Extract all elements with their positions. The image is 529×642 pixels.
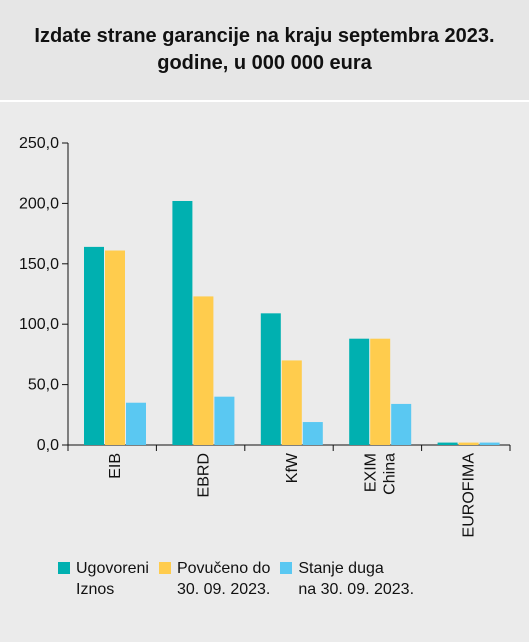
title-divider (0, 100, 529, 102)
x-tick-label-group: KfW (284, 452, 301, 483)
bar-stanje (214, 396, 235, 445)
bar-ugovoreni (349, 338, 370, 445)
y-tick-label: 50,0 (28, 377, 59, 394)
legend-label: Stanje duga na 30. 09. 2023. (298, 560, 415, 598)
y-tick-label: 250,0 (19, 135, 59, 152)
title-band: Izdate strane garancije na kraju septemb… (0, 0, 529, 100)
legend-swatch (158, 562, 171, 574)
x-tick-label: EIB (107, 453, 124, 479)
bar-povuceno (370, 338, 391, 445)
legend-swatch (280, 562, 293, 574)
y-tick-label: 0,0 (37, 437, 59, 454)
x-tick-label: EUROFIMA (461, 453, 478, 538)
legend-item: Stanje duga na 30. 09. 2023. (280, 558, 414, 600)
bar-povuceno (105, 250, 125, 445)
chart-legend: Ugovoreni Iznos Povučeno do 30. 09. 2023.… (58, 558, 518, 600)
legend-swatch (58, 562, 70, 574)
x-tick-label: EXIM (363, 453, 380, 492)
x-tick-label-group: EXIM China (363, 453, 399, 495)
x-tick-label: China (382, 453, 399, 495)
x-tick-label: KfW (284, 452, 301, 483)
bar-povuceno (281, 360, 302, 445)
chart-title: Izdate strane garancije na kraju septemb… (34, 25, 495, 74)
y-tick-label: 100,0 (19, 316, 59, 333)
bar-stanje (391, 403, 412, 445)
x-tick-label-group: EIB (107, 453, 124, 479)
legend-item: Ugovoreni Iznos (58, 558, 149, 600)
bar-povuceno (193, 296, 214, 445)
bar-stanje (479, 442, 500, 445)
bar-ugovoreni (260, 313, 281, 445)
y-tick-label: 200,0 (19, 195, 59, 212)
bar-chart: 0,0 50,0 100,0 150,0 200,0 250,0 EIB EBRD KfW EXI… (19, 135, 511, 538)
x-tick-label-group: EBRD (195, 453, 212, 497)
y-tick-label: 150,0 (19, 256, 59, 273)
bar-ugovoreni (84, 246, 104, 445)
legend-label: Povučeno do 30. 09. 2023. (176, 560, 271, 598)
bar-stanje (302, 422, 323, 445)
legend-item: Povučeno do 30. 09. 2023. (158, 558, 271, 600)
x-tick-label: EBRD (195, 453, 212, 497)
bar-ugovoreni (172, 200, 193, 445)
bar-povuceno (458, 442, 479, 445)
bar-ugovoreni (437, 442, 458, 445)
bar-stanje (126, 402, 146, 445)
x-tick-label-group: EUROFIMA (461, 453, 478, 538)
legend-label: Ugovoreni Iznos (76, 560, 149, 598)
